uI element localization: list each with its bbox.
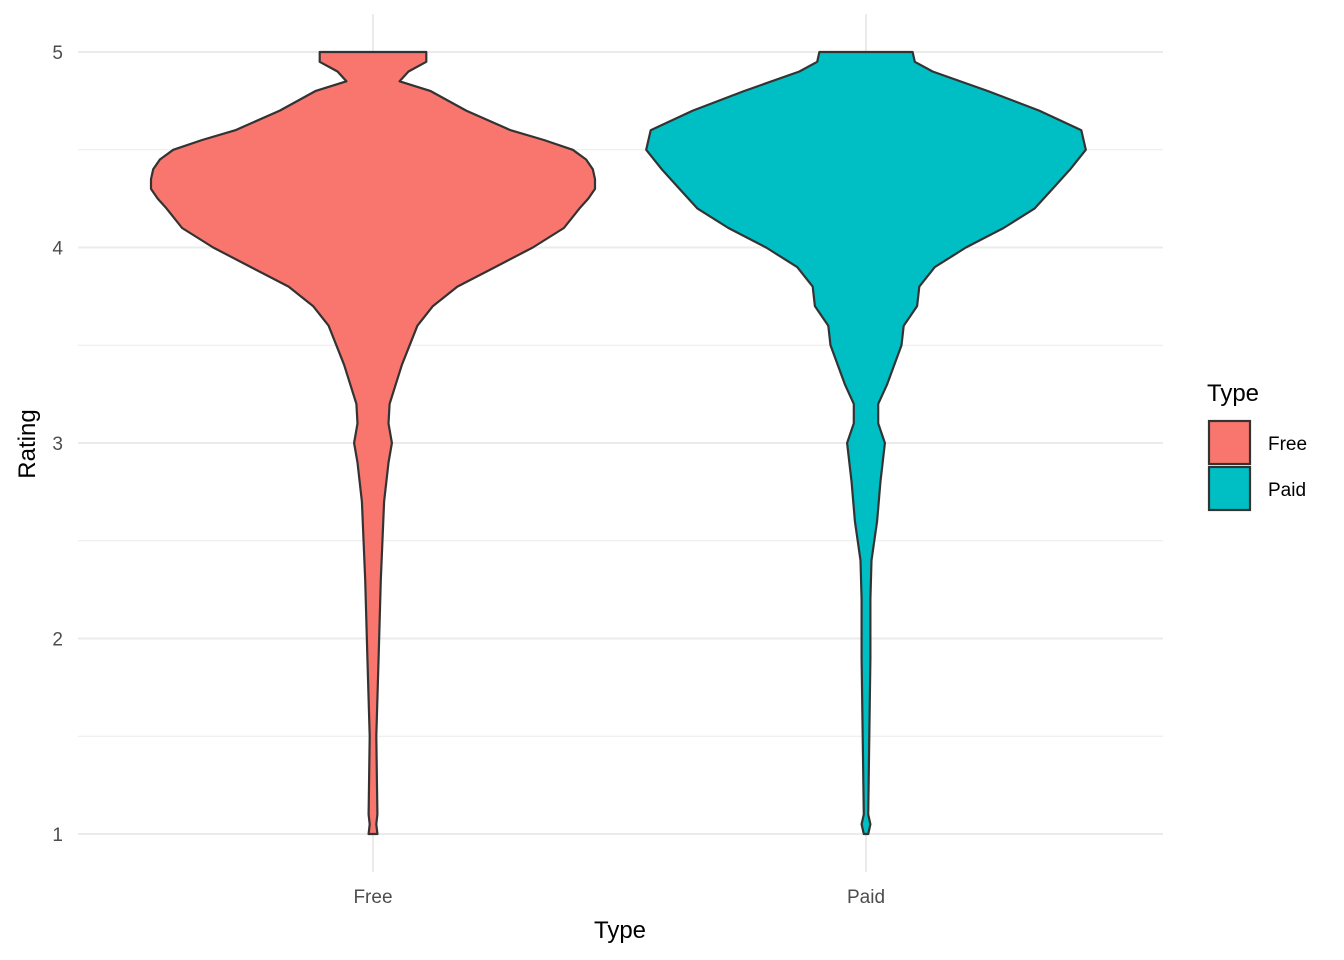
x-tick-label: Free — [353, 887, 392, 908]
y-tick-label: 1 — [52, 825, 63, 846]
legend-key-paid — [1207, 465, 1252, 512]
x-tick-label: Paid — [847, 887, 885, 908]
legend-title: Type — [1207, 380, 1259, 407]
y-axis-tick-labels: 1 2 3 4 5 — [52, 43, 63, 846]
violin-free — [149, 50, 597, 836]
y-tick-label: 2 — [52, 630, 63, 651]
violins — [149, 50, 1087, 836]
legend: Type Free Paid — [1207, 380, 1307, 512]
x-axis-title: Type — [594, 917, 646, 944]
legend-label-free: Free — [1268, 434, 1307, 455]
x-axis-tick-labels: Free Paid — [353, 887, 885, 908]
y-tick-label: 4 — [52, 239, 63, 260]
legend-label-paid: Paid — [1268, 480, 1306, 501]
legend-key-free — [1207, 419, 1252, 466]
y-axis-title: Rating — [14, 409, 41, 478]
y-tick-label: 3 — [52, 434, 63, 455]
violin-paid — [645, 50, 1087, 836]
y-tick-label: 5 — [52, 43, 63, 64]
